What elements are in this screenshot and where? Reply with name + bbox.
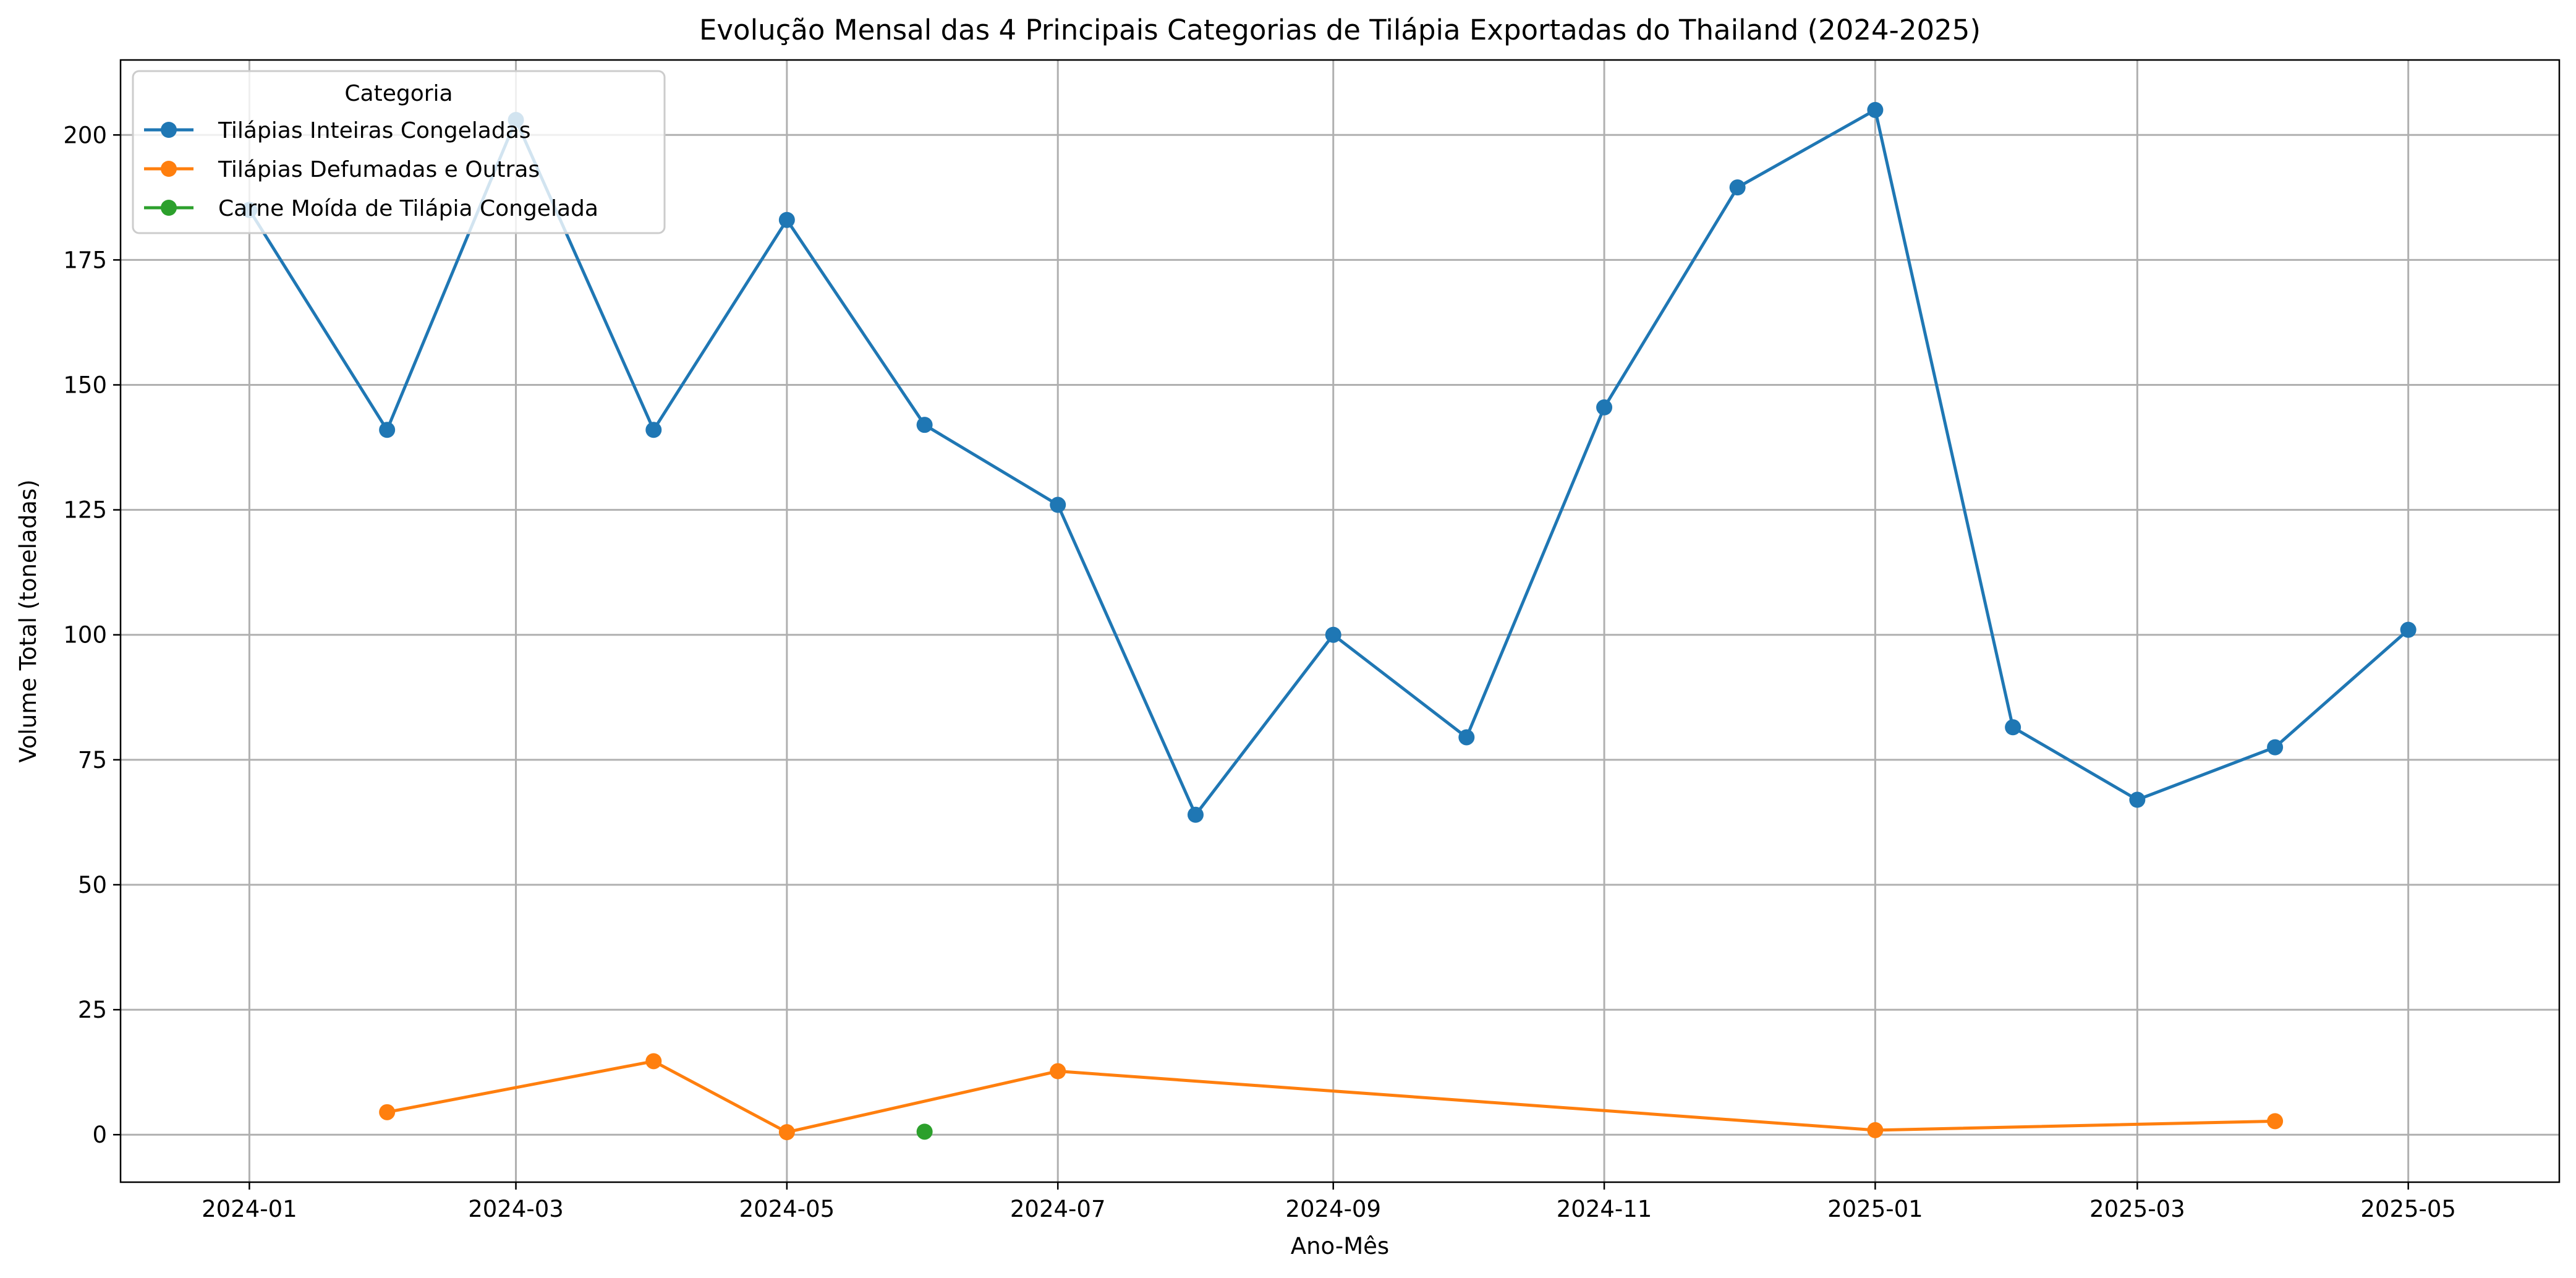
y-tick-label: 0 bbox=[92, 1122, 107, 1148]
y-tick-label: 200 bbox=[63, 122, 107, 148]
chart-title: Evolução Mensal das 4 Principais Categor… bbox=[699, 14, 1981, 46]
data-point bbox=[916, 417, 933, 433]
legend-title: Categoria bbox=[344, 81, 453, 106]
data-point bbox=[1050, 496, 1066, 513]
data-point bbox=[1867, 101, 1884, 118]
y-tick-label: 150 bbox=[63, 372, 107, 399]
x-tick-label: 2025-01 bbox=[1827, 1196, 1923, 1222]
x-axis-label: Ano-Mês bbox=[1291, 1233, 1389, 1259]
data-point bbox=[1729, 179, 1746, 196]
legend-label: Carne Moída de Tilápia Congelada bbox=[218, 196, 598, 221]
data-point bbox=[1187, 806, 1204, 823]
data-point bbox=[2005, 719, 2021, 736]
y-tick-label: 50 bbox=[78, 872, 107, 898]
x-tick-label: 2025-03 bbox=[2089, 1196, 2185, 1222]
legend-label: Tilápias Defumadas e Outras bbox=[218, 157, 540, 182]
y-axis-label: Volume Total (toneladas) bbox=[15, 479, 41, 762]
legend-swatch-marker bbox=[161, 161, 177, 177]
x-tick-label: 2024-09 bbox=[1285, 1196, 1381, 1222]
legend-item: Tilápias Inteiras Congeladas bbox=[144, 118, 531, 143]
axis-ticks: 2024-01 2024-03 2024-05 2024-07 2024-09 2024-… bbox=[63, 122, 2456, 1222]
data-point bbox=[2400, 621, 2417, 638]
x-tick-label: 2024-05 bbox=[739, 1196, 835, 1222]
series-line bbox=[386, 1059, 2276, 1134]
legend: Categoria Tilápias Inteiras Congeladas Til… bbox=[132, 70, 666, 234]
x-tick-label: 2024-11 bbox=[1557, 1196, 1652, 1222]
data-point bbox=[1050, 1063, 1066, 1080]
series-2 bbox=[379, 1053, 2284, 1141]
y-tick-label: 25 bbox=[78, 997, 107, 1023]
data-point bbox=[645, 422, 662, 438]
plot-frame bbox=[119, 59, 2561, 1183]
y-tick-label: 175 bbox=[63, 247, 107, 273]
data-point bbox=[2267, 1113, 2284, 1130]
data-point bbox=[916, 1123, 933, 1140]
series-3 bbox=[916, 1123, 933, 1140]
data-point bbox=[379, 422, 396, 438]
x-tick-label: 2024-03 bbox=[468, 1196, 564, 1222]
data-point bbox=[1458, 729, 1475, 746]
x-tick-label: 2025-05 bbox=[2360, 1196, 2456, 1222]
data-point bbox=[1867, 1122, 1884, 1138]
legend-label: Tilápias Inteiras Congeladas bbox=[218, 118, 531, 143]
legend-box bbox=[132, 70, 666, 234]
legend-swatch-marker bbox=[161, 200, 177, 216]
x-tick-label: 2024-01 bbox=[202, 1196, 297, 1222]
legend-item: Tilápias Defumadas e Outras bbox=[144, 157, 540, 182]
data-point bbox=[778, 211, 795, 228]
data-point bbox=[1596, 399, 1613, 415]
legend-item: Carne Moída de Tilápia Congelada bbox=[144, 196, 598, 221]
data-point bbox=[379, 1104, 396, 1120]
data-point bbox=[645, 1053, 662, 1070]
y-tick-label: 125 bbox=[63, 497, 107, 524]
data-point bbox=[1325, 626, 1341, 643]
y-tick-label: 100 bbox=[63, 622, 107, 649]
data-point bbox=[2129, 791, 2146, 808]
data-point bbox=[2267, 739, 2284, 756]
y-tick-label: 75 bbox=[78, 747, 107, 773]
data-point bbox=[778, 1124, 795, 1141]
x-tick-label: 2024-07 bbox=[1010, 1196, 1106, 1222]
legend-swatch-marker bbox=[161, 122, 177, 138]
